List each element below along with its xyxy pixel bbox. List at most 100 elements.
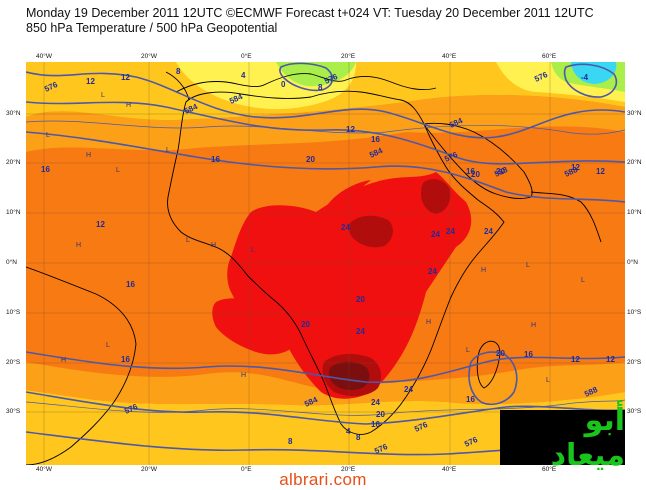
low-pressure-marker: L bbox=[466, 347, 470, 354]
latitude-label: 10°N bbox=[6, 209, 21, 216]
latitude-label: 10°S bbox=[627, 309, 642, 316]
longitude-label: 40°E bbox=[442, 466, 457, 473]
temperature-label: 20 bbox=[376, 410, 385, 419]
temperature-label: 8 bbox=[288, 437, 293, 446]
low-pressure-marker: L bbox=[106, 342, 110, 349]
temperature-label: 16 bbox=[121, 355, 130, 364]
temperature-fill-hot-dark-center bbox=[348, 215, 393, 248]
low-pressure-marker: L bbox=[46, 132, 50, 139]
contour-584-south bbox=[26, 391, 625, 425]
temperature-label: 8 bbox=[176, 67, 181, 76]
temperature-fill-very-cold bbox=[571, 62, 617, 84]
temperature-label: 0 bbox=[281, 80, 286, 89]
watermark-logo: أبو ميعاد bbox=[500, 403, 625, 473]
temperature-label: 12 bbox=[96, 220, 105, 229]
forecast-title: Monday 19 December 2011 12UTC ©ECMWF For… bbox=[26, 6, 594, 20]
high-pressure-marker: H bbox=[426, 319, 431, 326]
isotherm-northern bbox=[26, 120, 625, 135]
temperature-label: 24 bbox=[341, 223, 350, 232]
site-footer[interactable]: albrari.com bbox=[279, 470, 367, 489]
geopotential-contours bbox=[26, 62, 625, 456]
temperature-label: 16 bbox=[524, 350, 533, 359]
longitude-label: 20°W bbox=[141, 466, 157, 473]
temperature-label: 8 bbox=[318, 83, 323, 92]
longitude-label: 40°E bbox=[442, 53, 457, 60]
temperature-label: 16 bbox=[466, 167, 475, 176]
latitude-label: 20°N bbox=[627, 159, 642, 166]
temperature-label: 16 bbox=[41, 165, 50, 174]
temperature-fill-hot-west bbox=[212, 298, 296, 355]
isotherm-southern bbox=[26, 399, 625, 416]
temperature-label: 4 bbox=[346, 427, 351, 436]
contour-loop-east bbox=[468, 351, 518, 406]
longitude-label: 40°W bbox=[36, 466, 52, 473]
temperature-fill-hot-dark-east bbox=[421, 179, 451, 214]
temperature-label: 24 bbox=[371, 398, 380, 407]
contour-588-north bbox=[26, 131, 625, 203]
temperature-label: -4 bbox=[581, 73, 589, 82]
high-pressure-marker: H bbox=[61, 357, 66, 364]
contour-loop-northeast bbox=[563, 63, 618, 98]
low-pressure-marker: L bbox=[251, 247, 255, 254]
temperature-label: 20 bbox=[496, 167, 505, 176]
longitude-label: 40°W bbox=[36, 53, 52, 60]
temperature-label: 12 bbox=[571, 355, 580, 364]
low-pressure-marker: L bbox=[116, 167, 120, 174]
temperature-label: 16 bbox=[371, 135, 380, 144]
temperature-label: 24 bbox=[446, 227, 455, 236]
temperature-label: 16 bbox=[126, 280, 135, 289]
temperature-fill-hot-north bbox=[326, 180, 371, 207]
map-canvas: 5765845845765845845765765885885765845765… bbox=[26, 62, 625, 465]
temperature-label: 24 bbox=[484, 227, 493, 236]
temperature-label: 20 bbox=[471, 170, 480, 179]
longitude-label: 0°E bbox=[241, 53, 252, 60]
weather-map[interactable]: 576 584 584 576 584 584 576 576 588 588 576 584 576 5… bbox=[26, 62, 625, 465]
temperature-label: 12 bbox=[606, 355, 615, 364]
latitude-label: 30°N bbox=[627, 110, 642, 117]
latitude-label: 0°N bbox=[6, 259, 17, 266]
low-pressure-marker: L bbox=[526, 262, 530, 269]
temperature-label: 12 bbox=[571, 163, 580, 172]
longitude-label: 60°E bbox=[542, 466, 557, 473]
coast-europe bbox=[175, 73, 437, 93]
contour-584-north bbox=[26, 101, 625, 165]
temperature-label: 4 bbox=[241, 71, 246, 80]
latitude-label: 0°N bbox=[627, 259, 638, 266]
temperature-label: 20 bbox=[356, 295, 365, 304]
high-pressure-marker: H bbox=[86, 152, 91, 159]
longitude-label: 20°E bbox=[341, 466, 356, 473]
temperature-fill-cold-north bbox=[276, 62, 356, 87]
latitude-label: 30°S bbox=[627, 408, 642, 415]
temperature-label: 24 bbox=[356, 327, 365, 336]
high-pressure-marker: H bbox=[126, 102, 131, 109]
temperature-label: 24 bbox=[431, 230, 440, 239]
latitude-label: 10°N bbox=[627, 209, 642, 216]
high-pressure-marker: H bbox=[481, 267, 486, 274]
temperature-fill-orange-south bbox=[26, 362, 625, 406]
temperature-label: 20 bbox=[496, 349, 505, 358]
forecast-subtitle: 850 hPa Temperature / 500 hPa Geopotenti… bbox=[26, 21, 278, 35]
low-pressure-marker: L bbox=[546, 377, 550, 384]
latitude-label: 20°N bbox=[6, 159, 21, 166]
high-pressure-marker: H bbox=[211, 242, 216, 249]
longitude-label: 20°E bbox=[341, 53, 356, 60]
temperature-label: 24 bbox=[404, 385, 413, 394]
coast-arabia bbox=[423, 122, 533, 199]
latitude-label: 30°N bbox=[6, 110, 21, 117]
low-pressure-marker: L bbox=[581, 277, 585, 284]
temperature-label: 16 bbox=[371, 420, 380, 429]
latitude-label: 30°S bbox=[6, 408, 21, 415]
temperature-label: 8 bbox=[356, 433, 361, 442]
isotherms bbox=[26, 120, 625, 416]
contour-576-north bbox=[26, 71, 625, 139]
low-pressure-marker: L bbox=[186, 237, 190, 244]
coast-madagascar bbox=[476, 340, 501, 389]
low-pressure-marker: L bbox=[101, 92, 105, 99]
temperature-label: 20 bbox=[301, 320, 310, 329]
temperature-label: 20 bbox=[306, 155, 315, 164]
longitude-label: 20°W bbox=[141, 53, 157, 60]
coast-africa bbox=[167, 90, 505, 435]
temperature-fill-orange-north bbox=[26, 95, 625, 152]
temperature-label: 16 bbox=[466, 395, 475, 404]
